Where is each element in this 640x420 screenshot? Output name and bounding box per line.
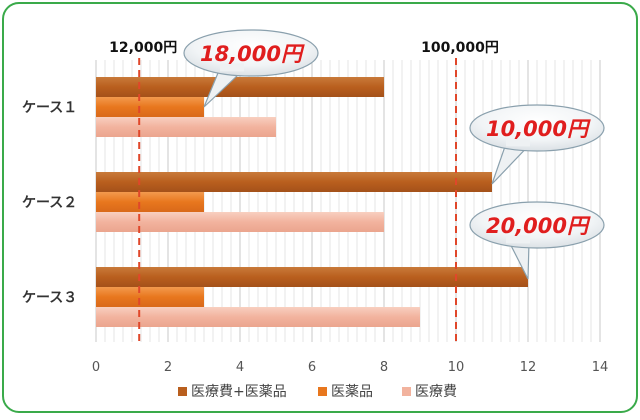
category-label: ケース１ bbox=[22, 100, 77, 116]
x-tick-label: 8 bbox=[380, 360, 388, 375]
legend-swatch bbox=[318, 387, 327, 396]
bar-2-1 bbox=[96, 172, 492, 192]
callout-text: 10,000円 bbox=[486, 117, 591, 141]
bars-group bbox=[96, 77, 528, 327]
x-tick-label: 10 bbox=[448, 360, 465, 375]
callout: 18,000円 bbox=[183, 29, 319, 108]
legend: 医療費+医薬品 医薬品 医療費 bbox=[178, 383, 457, 400]
category-label: ケース２ bbox=[22, 195, 77, 211]
callout-pointer-joint bbox=[506, 235, 530, 244]
x-tick-label: 2 bbox=[164, 360, 172, 375]
callout-bubble bbox=[469, 201, 605, 249]
category-label: ケース３ bbox=[22, 290, 77, 306]
callout-bubble bbox=[183, 29, 319, 77]
bar-2-3 bbox=[96, 212, 384, 232]
bar-1-2 bbox=[96, 97, 204, 117]
bar-3-2 bbox=[96, 287, 204, 307]
callouts-group: 18,000円 10,000円 20,000円 bbox=[183, 29, 605, 280]
legend-swatch bbox=[402, 387, 411, 396]
x-tick-label: 0 bbox=[92, 360, 100, 375]
callout-text: 20,000円 bbox=[486, 214, 591, 238]
callout-pointer-joint bbox=[506, 138, 530, 147]
bar-2-2 bbox=[96, 192, 204, 212]
x-tick-label: 14 bbox=[592, 360, 609, 375]
callout: 20,000円 bbox=[469, 201, 605, 280]
x-tick-label: 6 bbox=[308, 360, 316, 375]
legend-label: 医療費 bbox=[415, 383, 457, 400]
x-tick-label: 4 bbox=[236, 360, 244, 375]
x-axis-tick-labels: 0 2 4 6 8 10 12 14 bbox=[92, 360, 608, 375]
reference-lines: 12,000円 100,000円 bbox=[109, 40, 499, 342]
legend-swatch bbox=[178, 387, 187, 396]
bar-1-1 bbox=[96, 77, 384, 97]
reference-line-label: 100,000円 bbox=[421, 40, 499, 56]
bar-3-1 bbox=[96, 267, 528, 287]
callout-pointer-joint bbox=[220, 63, 244, 72]
category-labels: ケース１ ケース２ ケース３ bbox=[22, 100, 77, 306]
reference-line-label: 12,000円 bbox=[109, 40, 177, 56]
callout-bubble bbox=[469, 104, 605, 152]
legend-label: 医薬品 bbox=[331, 384, 373, 400]
callout: 10,000円 bbox=[469, 104, 605, 185]
legend-label: 医療費+医薬品 bbox=[191, 383, 287, 400]
x-tick-label: 12 bbox=[520, 360, 537, 375]
callout-text: 18,000円 bbox=[200, 42, 305, 66]
bar-3-3 bbox=[96, 307, 420, 327]
bar-1-3 bbox=[96, 117, 276, 137]
